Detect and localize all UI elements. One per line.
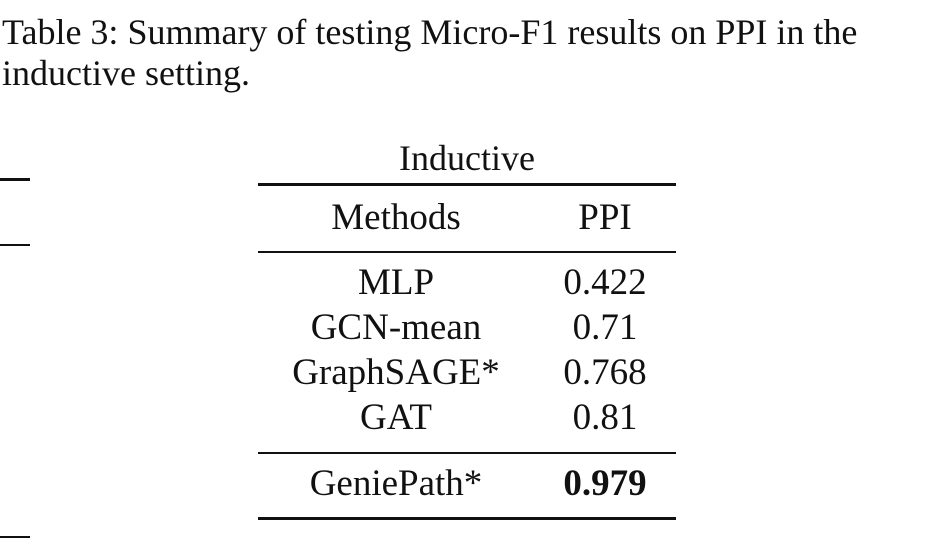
methods-header: Methods bbox=[331, 197, 461, 238]
ppi-header: PPI bbox=[578, 197, 632, 238]
table-row: GCN-mean 0.71 bbox=[258, 306, 676, 350]
ppi-cell: 0.81 bbox=[572, 397, 638, 438]
method-cell: GAT bbox=[360, 397, 432, 438]
method-cell: MLP bbox=[357, 262, 435, 303]
neighbor-table-rule bbox=[0, 536, 30, 538]
method-cell: GeniePath* bbox=[309, 463, 483, 504]
neighbor-table-rule bbox=[0, 178, 30, 181]
ppi-cell: 0.71 bbox=[572, 307, 638, 348]
table-row: GraphSAGE* 0.768 bbox=[258, 351, 676, 395]
method-cell: GCN-mean bbox=[310, 307, 482, 348]
table-caption: Table 3: Summary of testing Micro-F1 res… bbox=[2, 12, 858, 93]
header-rule bbox=[258, 251, 676, 253]
ppi-best-cell: 0.979 bbox=[563, 463, 647, 504]
group-header: Inductive bbox=[399, 138, 535, 178]
mid-rule bbox=[258, 452, 676, 454]
table-row: GAT 0.81 bbox=[258, 396, 676, 440]
bottom-rule bbox=[258, 517, 676, 520]
method-cell: GraphSAGE* bbox=[292, 352, 500, 393]
table-row: MLP 0.422 bbox=[258, 261, 676, 305]
ppi-cell: 0.422 bbox=[563, 262, 647, 303]
top-rule bbox=[258, 183, 676, 186]
header-row: Methods PPI bbox=[258, 196, 676, 240]
best-row: GeniePath* 0.979 bbox=[258, 462, 676, 506]
neighbor-table-rule bbox=[0, 244, 30, 246]
ppi-cell: 0.768 bbox=[563, 352, 647, 393]
